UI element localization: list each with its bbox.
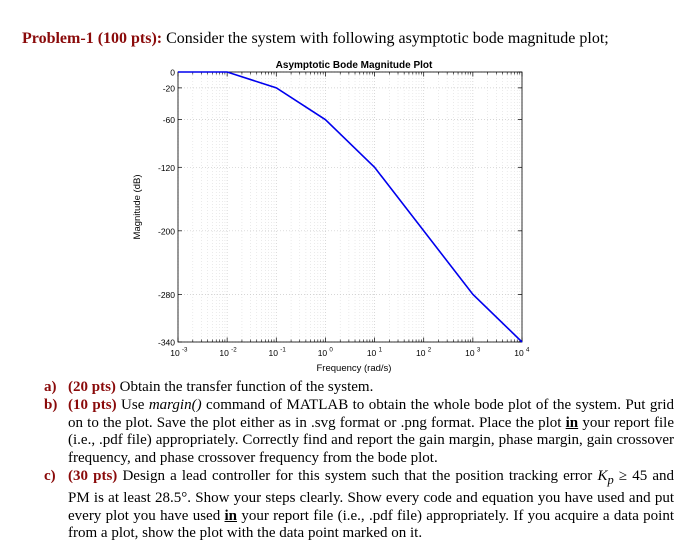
y-tick-label: -20	[163, 83, 176, 93]
question-b-points: (10 pts)	[68, 396, 117, 413]
kp-subscript: p	[607, 472, 614, 487]
kp-symbol: Kp	[597, 467, 614, 487]
question-c-label: c)	[44, 467, 56, 484]
question-a-text: Obtain the transfer function of the syst…	[119, 379, 374, 395]
problem-heading: Problem-1 (100 pts): Consider the system…	[22, 30, 609, 48]
plot-area	[177, 71, 523, 343]
y-tick-label: -120	[158, 163, 175, 173]
problem-label: Problem-1 (100 pts):	[22, 30, 163, 47]
x-tick-exponent: -2	[231, 347, 237, 354]
question-a: a) (20 pts) Obtain the transfer function…	[44, 379, 674, 397]
x-tick-exponent: 2	[428, 347, 432, 354]
y-tick-label: -340	[158, 338, 175, 348]
y-tick-label: 0	[170, 68, 175, 78]
x-tick-label: 10	[465, 348, 475, 358]
problem-intro: Consider the system with following asymp…	[166, 30, 609, 47]
question-b-emphasis: in	[565, 414, 579, 431]
kp-condition: ≥ 45	[618, 467, 648, 484]
x-tick-exponent: 0	[329, 347, 333, 354]
kp-letter: K	[597, 467, 608, 484]
bode-magnitude-chart: Asymptotic Bode Magnitude Plot Magnitude…	[132, 60, 530, 374]
axes-box	[177, 71, 523, 343]
x-tick-exponent: 1	[379, 347, 383, 354]
y-tick-label: -280	[158, 290, 175, 300]
question-a-label: a)	[44, 379, 57, 395]
x-tick-exponent: -3	[182, 347, 188, 354]
x-tick-exponent: -1	[280, 347, 286, 354]
chart-title: Asymptotic Bode Magnitude Plot	[276, 60, 433, 71]
x-tick-label: 10	[269, 348, 279, 358]
question-c-text-3: your report file (i.e., .pdf file) appro…	[68, 507, 674, 542]
bode-plot-figure: Asymptotic Bode Magnitude Plot Magnitude…	[108, 58, 548, 381]
x-tick-label: 10	[514, 348, 524, 358]
x-tick-exponent: 4	[526, 347, 530, 354]
x-tick-label: 10	[170, 348, 180, 358]
matlab-command: margin()	[148, 396, 202, 413]
question-c-text-2: and PM is at least 28.5°. Show your step…	[68, 467, 675, 524]
y-tick-label: -200	[158, 226, 175, 236]
question-b-text-3: your report file (i.e., .pdf file) appro…	[68, 414, 675, 467]
x-tick-label: 10	[318, 348, 328, 358]
y-tick-label: -60	[163, 115, 176, 125]
question-list: a) (20 pts) Obtain the transfer function…	[44, 379, 674, 543]
question-b: b) (10 pts) Use margin() command of MATL…	[44, 397, 674, 468]
question-c-points: (30 pts)	[68, 467, 118, 484]
x-tick-label: 10	[219, 348, 229, 358]
question-b-text-2: command of MATLAB to obtain the whole bo…	[68, 396, 675, 431]
x-axis-label: Frequency (rad/s)	[317, 363, 392, 374]
question-c-emphasis: in	[224, 507, 238, 524]
question-b-text-1: Use	[121, 396, 145, 413]
question-c: c) (30 pts) Design a lead controller for…	[44, 468, 674, 543]
question-b-label: b)	[44, 396, 58, 413]
y-axis-label: Magnitude (dB)	[132, 175, 143, 240]
grid	[177, 71, 523, 343]
x-tick-label: 10	[416, 348, 426, 358]
question-a-points: (20 pts)	[68, 379, 116, 395]
question-c-text-1: Design a lead controller for this system…	[122, 467, 593, 484]
x-tick-exponent: 3	[477, 347, 481, 354]
x-tick-label: 10	[367, 348, 377, 358]
